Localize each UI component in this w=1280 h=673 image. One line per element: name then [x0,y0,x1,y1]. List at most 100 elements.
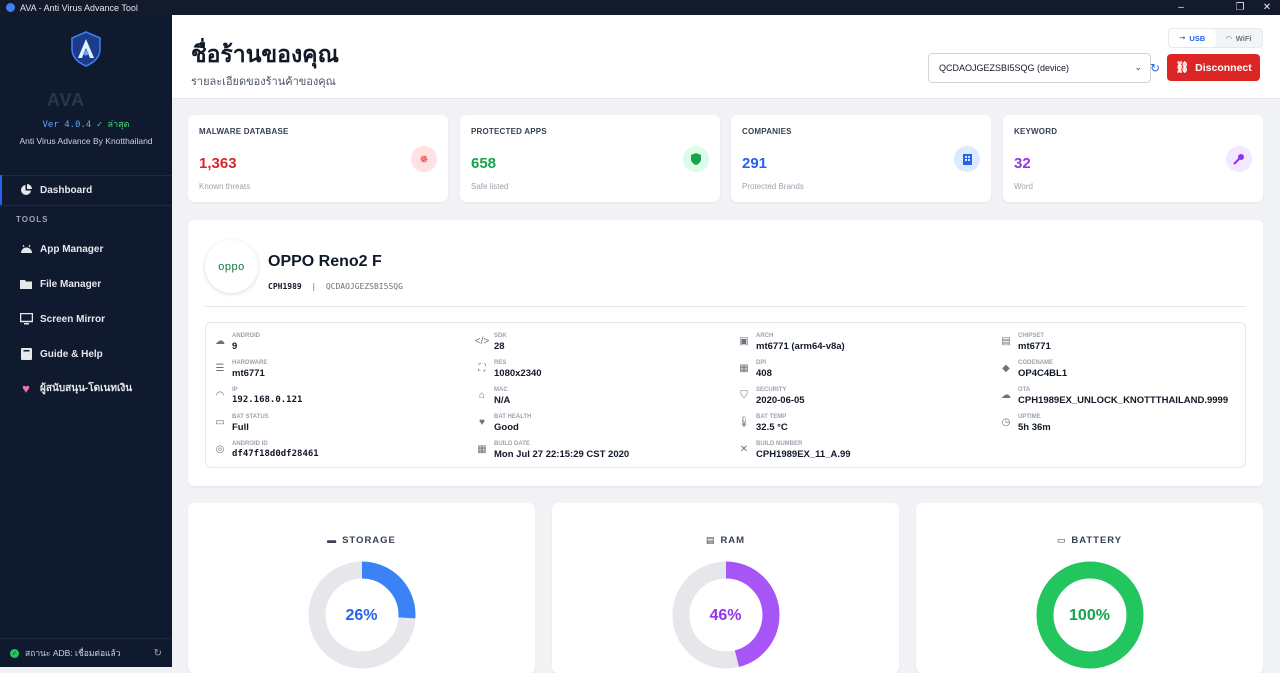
spec-bat-health: ♥ BAT HEALTH Good [468,409,718,433]
unlink-icon: ⛓ [1175,62,1190,74]
page-title: ชื่อร้านของคุณ [191,41,339,67]
memory-icon: ▤ [705,535,716,545]
brand-logo: oppo [205,240,258,293]
connection-mode-toggle: ⭢ USB ◠ WiFi [1168,28,1263,48]
spec-ip: ◠ IP 192.168.0.121 [215,387,303,405]
gauge-title: ▬ STORAGE [327,535,396,546]
app-subtitle: Anti Virus Advance By Knotthailand [19,136,153,146]
sidebar-item-guide-help[interactable]: Guide & Help [0,339,172,369]
heart-icon: ♥ [22,380,30,396]
refresh-devices-icon[interactable]: ↻ [1150,61,1161,75]
sidebar-item-label: Screen Mirror [40,313,106,325]
device-specs-grid: ☁ ANDROID 9 </> SDK 28 ▣ ARCH mt6771 (arm64-v8… [205,322,1246,468]
tools-icon: ✕ [739,443,749,455]
storage-donut [308,561,416,669]
minimize-icon[interactable]: – [1178,2,1184,13]
stat-desc: Known threats [199,182,251,191]
sidebar-divider [0,205,172,206]
spec-res: ⛶ RES 1080x2340 [468,355,718,379]
grid-icon: ▦ [739,362,749,374]
server-icon: ☰ [215,362,225,374]
sidebar-item-label: Dashboard [40,184,93,196]
stat-label: KEYWORD [1014,127,1058,136]
disconnect-button[interactable]: ⛓ Disconnect [1167,54,1260,81]
adb-status-text: สถานะ ADB: เชื่อมต่อแล้ว [25,648,121,658]
cpu-icon: ▣ [739,335,749,347]
stat-value: 1,363 [199,155,237,172]
monitor-icon [19,312,33,326]
calendar-icon: ▦ [477,443,487,455]
close-icon[interactable]: ✕ [1262,2,1272,13]
android-icon [19,242,33,256]
sidebar-item-screen-mirror[interactable]: Screen Mirror [0,304,172,334]
pie-chart-icon [19,183,33,197]
thermometer-icon: 🌡 [737,416,751,428]
expand-icon: ⛶ [478,362,486,374]
gauge-arc [672,561,780,669]
spec-mac: ⌂ MAC N/A [468,382,718,406]
wifi-icon: ◠ [215,389,225,401]
stat-label: PROTECTED APPS [471,127,547,136]
stat-label: COMPANIES [742,127,792,136]
stat-label: MALWARE DATABASE [199,127,289,136]
stat-card-companies: COMPANIES 291 Protected Brands [731,115,991,202]
refresh-icon[interactable]: ↻ [153,648,162,659]
building-icon [954,146,980,172]
spec-ota: ☁ OTA CPH1989EX_UNLOCK_KNOTTTHAILAND.9999 [1001,387,1229,406]
maximize-icon[interactable]: ❐ [1235,2,1245,13]
battery-donut [1036,561,1144,669]
sidebar-item-donate[interactable]: ♥ ผู้สนับสนุน-โดเนทเงิน [0,373,172,403]
stat-desc: Word [1014,182,1033,191]
wifi-mode-button[interactable]: ◠ WiFi [1225,33,1252,43]
gauge-arc [1036,561,1144,669]
sidebar-item-app-manager[interactable]: App Manager [0,234,172,264]
key-icon [1226,146,1252,172]
sidebar-item-label: Guide & Help [40,348,103,360]
tools-section-label: TOOLS [16,215,49,224]
storage-icon: ▬ [327,535,338,545]
network-icon: ⌂ [478,389,486,401]
stat-desc: Safe listed [471,182,509,191]
sidebar: AVA Ver 4.0.4 ✓ ล่าสุด Anti Virus Advanc… [0,15,172,667]
device-select-value: QCDAOJGEZSBI5SQG (device) [939,63,1070,73]
gauge-card-ram: ▤ RAM 46% [552,503,899,673]
spec-chipset: ▤ CHIPSET mt6771 [1001,333,1051,352]
spec-android-id: ◎ ANDROID ID df47f18d0df28461 [215,441,319,459]
device-select[interactable]: QCDAOJGEZSBI5SQG (device) ⌄ [928,53,1151,83]
spec-build-date: ▦ BUILD DATE Mon Jul 27 22:15:29 CST 2020 [477,441,630,460]
device-serial: QCDAOJGEZSBI5SQG [325,282,403,291]
spec-bat-temp: 🌡 BAT TEMP 32.5 °C [737,414,788,433]
shield-icon: ⛉ [740,389,748,401]
stat-card-malware: MALWARE DATABASE 1,363 Known threats ✵ [188,115,448,202]
app-logo [0,31,172,67]
android-icon: ☁ [215,335,225,347]
battery-icon: ▭ [1056,535,1067,545]
stat-value: 32 [1014,155,1031,172]
fingerprint-icon: ◎ [215,443,225,455]
clock-icon: ◷ [1001,416,1011,428]
stat-card-protected-apps: PROTECTED APPS 658 Safe listed [460,115,720,202]
spec-android: ☁ ANDROID 9 [215,333,260,352]
window-titlebar: AVA - Anti Virus Advance Tool – ❐ ✕ [0,0,1280,15]
shield-logo-icon [71,31,101,67]
code-icon: </> [474,335,490,347]
gauge-value: 26% [345,607,378,624]
device-model: CPH1989 [268,282,302,291]
window-title: AVA - Anti Virus Advance Tool [20,2,138,13]
chevron-down-icon: ⌄ [1134,62,1142,72]
sidebar-item-file-manager[interactable]: File Manager [0,269,172,299]
app-name: AVA [46,90,86,110]
page-header: ชื่อร้านของคุณ รายละเอียดของร้านค้าของคุ… [172,15,1280,99]
spec-dpi: ▦ DPI 408 [739,360,772,379]
sidebar-item-dashboard[interactable]: Dashboard [0,175,172,205]
tag-icon: ◆ [1002,362,1010,374]
spec-sdk: </> SDK 28 [474,333,507,352]
heart-pulse-icon: ♥ [479,416,485,428]
version-number: Ver 4.0.4 [42,120,92,130]
gauge-card-battery: ▭ BATTERY 100% [916,503,1263,673]
battery-icon: ▭ [215,416,225,428]
shield-icon [683,146,709,172]
usb-mode-button[interactable]: ⭢ USB [1169,29,1216,47]
spec-arch: ▣ ARCH mt6771 (arm64-v8a) [739,333,845,352]
usb-icon: ⭢ [1179,33,1186,42]
